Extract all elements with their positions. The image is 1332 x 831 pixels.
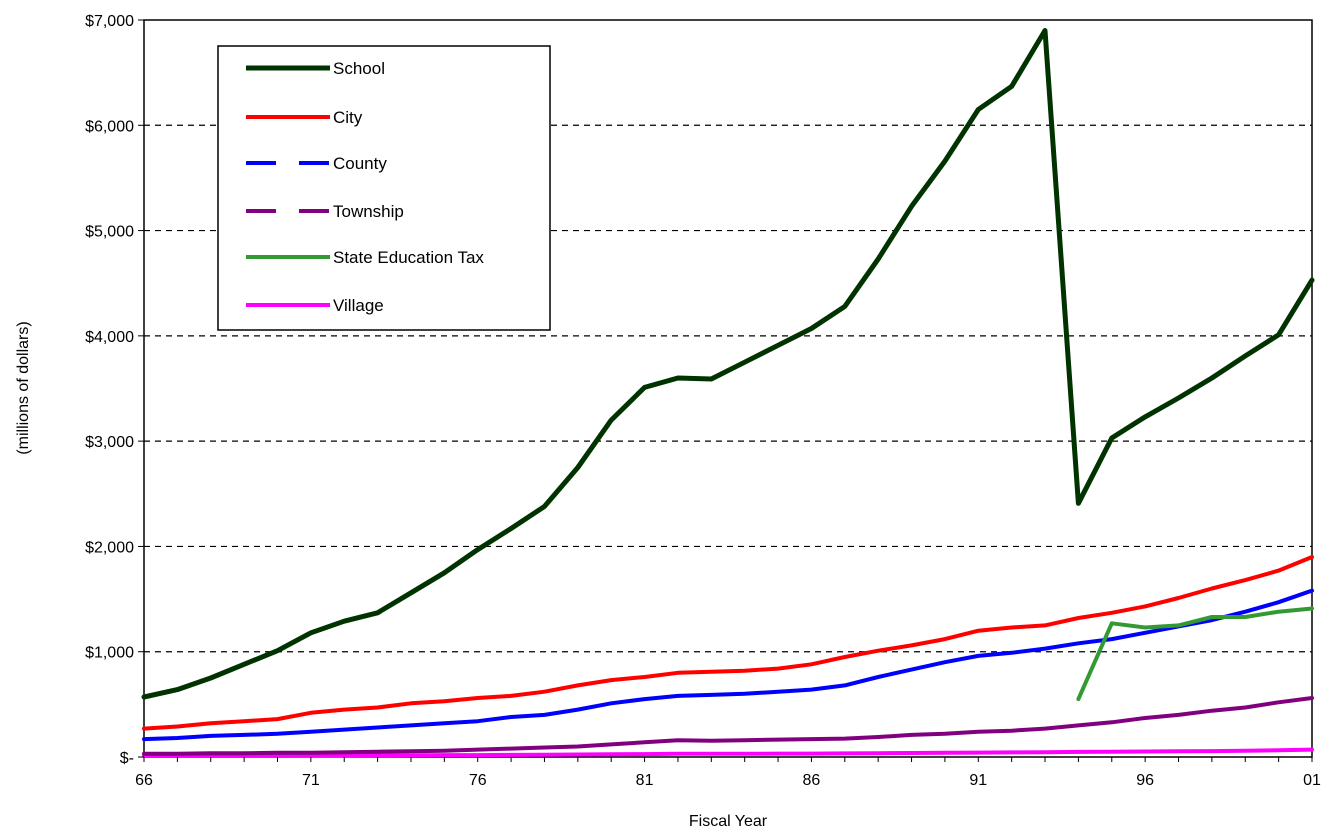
x-axis-title: Fiscal Year xyxy=(689,813,768,830)
y-tick-label: $5,000 xyxy=(85,224,134,241)
series-line-township xyxy=(142,696,1314,756)
series-line-school xyxy=(141,28,1315,700)
x-tick-label: 66 xyxy=(135,772,153,789)
x-tick-label: 01 xyxy=(1303,772,1321,789)
series-lines xyxy=(141,28,1315,758)
series-line-state-education-tax xyxy=(1076,606,1314,702)
gridlines xyxy=(144,124,1312,653)
legend-label-city: City xyxy=(333,108,363,127)
y-tick-label: $2,000 xyxy=(85,539,134,556)
legend-label-state-education-tax: State Education Tax xyxy=(333,248,484,267)
x-tick-label: 81 xyxy=(636,772,654,789)
legend-label-village: Village xyxy=(333,296,384,315)
y-axis-title: (millions of dollars) xyxy=(15,321,32,454)
y-tick-label: $4,000 xyxy=(85,329,134,346)
legend-label-county: County xyxy=(333,154,387,173)
x-tick-label: 71 xyxy=(302,772,320,789)
y-tick-label: $6,000 xyxy=(85,118,134,135)
x-tick-label: 96 xyxy=(1136,772,1154,789)
x-tick-label: 76 xyxy=(469,772,487,789)
y-axis-ticks: $- $1,000 $2,000 $3,000 $4,000 $5,000 $6,000 $7… xyxy=(85,13,144,767)
x-tick-label: 86 xyxy=(803,772,821,789)
x-axis-ticks: 66 71 76 81 86 91 96 01 xyxy=(135,757,1321,789)
legend-box xyxy=(217,45,551,331)
legend-label-township: Township xyxy=(333,202,404,221)
series-line-village xyxy=(142,747,1314,758)
y-tick-label: $1,000 xyxy=(85,645,134,662)
legend-label-school: School xyxy=(333,59,385,78)
y-tick-label: $3,000 xyxy=(85,434,134,451)
legend: School City County Township State Education … xyxy=(217,45,551,331)
series-line-county xyxy=(142,588,1314,742)
y-tick-label: $7,000 xyxy=(85,13,134,30)
x-tick-label: 91 xyxy=(969,772,987,789)
series-line-city xyxy=(142,555,1314,731)
y-tick-label: $- xyxy=(120,750,134,767)
